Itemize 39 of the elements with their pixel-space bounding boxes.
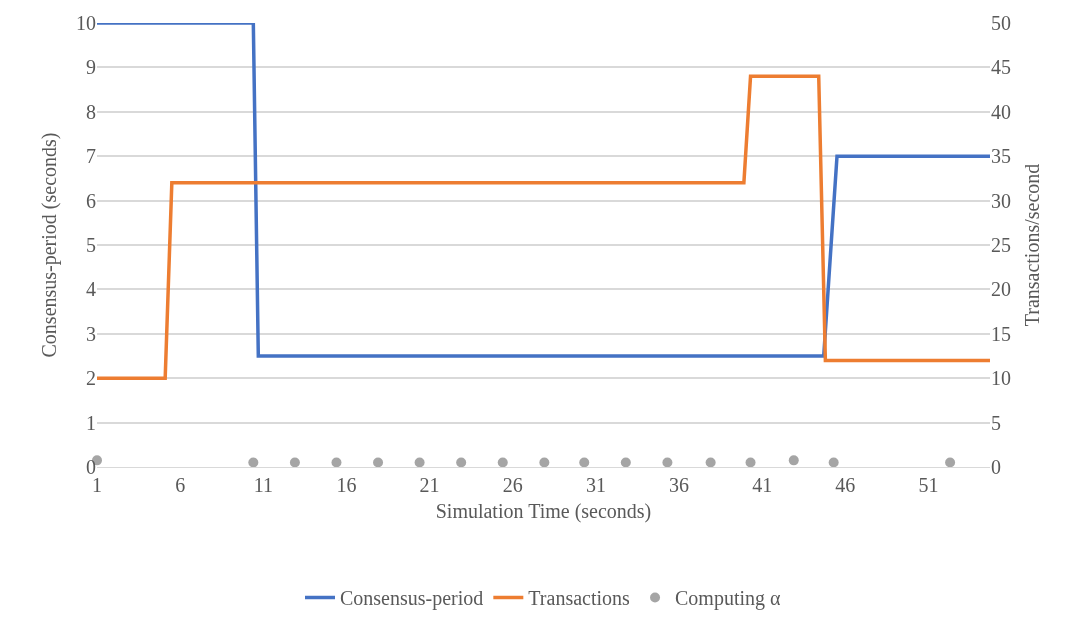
- y-tick-label: 2: [86, 367, 96, 390]
- line-series: [97, 74, 990, 380]
- y-tick-label: 8: [86, 100, 96, 123]
- y2-tick-label: 45: [991, 56, 1011, 79]
- y-tick-label: 4: [86, 278, 96, 301]
- y2-axis-title: Transactions/second: [1020, 163, 1043, 327]
- y2-tick-label: 10: [991, 367, 1011, 390]
- y2-tick-label: 15: [991, 322, 1011, 345]
- legend-label: Transactions: [528, 587, 631, 610]
- x-tick-label: 31: [585, 474, 606, 496]
- y-tick-label: 0: [86, 456, 96, 478]
- y-tick-label: 5: [86, 234, 96, 256]
- y2-tick-label: 5: [991, 411, 1001, 434]
- y-tick-label: 9: [86, 56, 96, 79]
- x-tick-label: 41: [752, 474, 773, 496]
- y2-tick-label: 50: [991, 12, 1011, 34]
- y-axis-title: Consensus-period (seconds): [37, 132, 61, 358]
- legend-label: Consensus-period: [340, 587, 484, 611]
- y-tick-label: 1: [86, 411, 96, 434]
- y2-tick-label: 40: [991, 100, 1011, 123]
- x-tick-label: 36: [669, 474, 690, 496]
- x-tick-label: 6: [175, 474, 186, 496]
- y2-tick-label: 30: [991, 189, 1011, 212]
- y2-tick-label: 25: [991, 234, 1011, 256]
- x-tick-label: 51: [918, 474, 939, 496]
- y-tick-label: 3: [86, 322, 96, 345]
- x-tick-label: 21: [419, 474, 440, 496]
- y-tick-label: 10: [76, 12, 96, 34]
- x-tick-label: 11: [253, 474, 273, 496]
- x-axis-title: Simulation Time (seconds): [435, 499, 652, 523]
- y2-tick-label: 35: [991, 145, 1011, 168]
- y-tick-label: 6: [86, 189, 96, 212]
- y-tick-label: 7: [86, 145, 96, 168]
- y2-tick-label: 20: [991, 278, 1011, 301]
- x-tick-label: 26: [502, 474, 523, 496]
- y2-tick-label: 0: [991, 456, 1001, 478]
- x-tick-label: 46: [835, 474, 856, 496]
- legend-label: Computing α: [675, 587, 782, 611]
- x-tick-label: 16: [336, 474, 357, 496]
